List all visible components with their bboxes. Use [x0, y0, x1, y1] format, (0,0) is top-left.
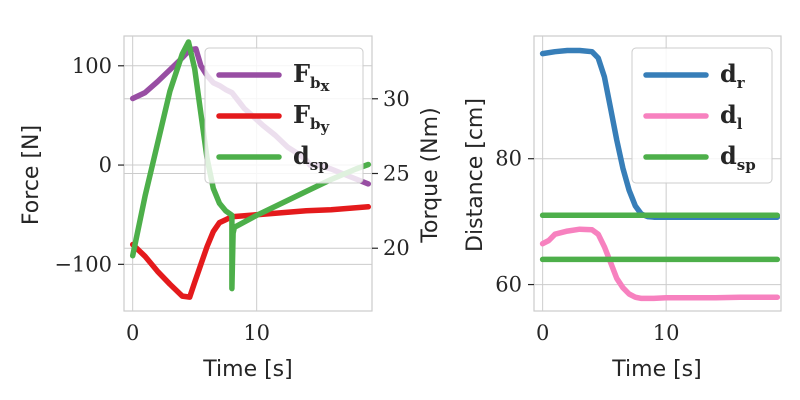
right-plot-frame	[533, 35, 782, 312]
right-y-axis-label: Distance [cm]	[463, 98, 488, 252]
left-y-axis-label: Force [N]	[19, 125, 44, 225]
force-torque-chart: 0 10 −100 0 100 20 25 30 Time [s] Force [N] Tor…	[19, 35, 443, 382]
series-line-d-l-1	[539, 226, 781, 302]
right-series-lines	[539, 47, 781, 302]
series-line-F-b-y-1	[129, 204, 372, 300]
right-tick-labels: 0 10 60 80	[495, 147, 679, 345]
x-tick-label: 0	[536, 321, 549, 345]
left-tick-labels: 0 10 −100 0 100 20 25 30	[54, 54, 409, 345]
left-y2-axis-label: Torque (Nm)	[418, 107, 443, 243]
x-tick-label: 10	[243, 321, 270, 345]
y-tick-label: −100	[54, 252, 112, 276]
y-tick-label: 100	[72, 54, 112, 78]
y-tick-label: 80	[495, 147, 522, 171]
right-x-axis-label: Time [s]	[611, 357, 701, 382]
y2-tick-label: 25	[383, 162, 410, 186]
y2-tick-label: 30	[383, 87, 410, 111]
left-x-axis-label: Time [s]	[202, 357, 292, 382]
x-tick-label: 0	[126, 321, 139, 345]
y-tick-label: 0	[99, 153, 112, 177]
x-tick-label: 10	[653, 321, 680, 345]
legend-box	[204, 47, 364, 184]
series-line-d-sp-2	[129, 39, 372, 292]
y-tick-label: 60	[495, 273, 522, 297]
y2-tick-label: 20	[383, 236, 410, 260]
